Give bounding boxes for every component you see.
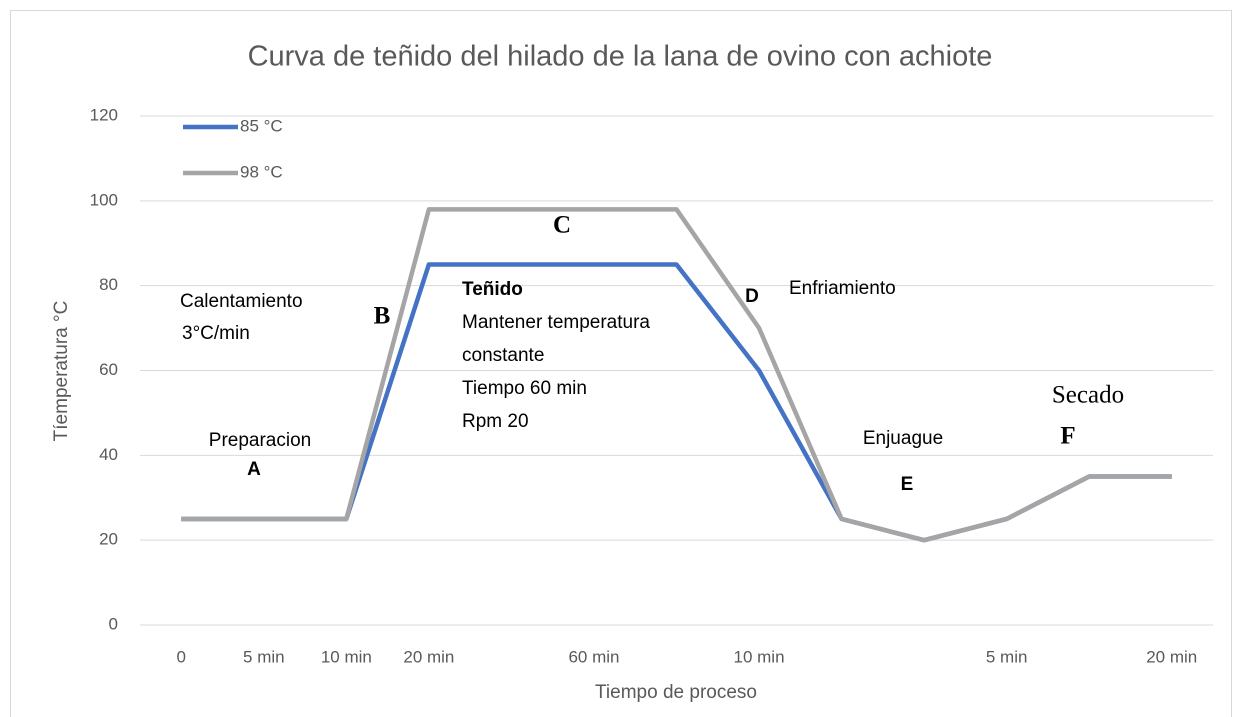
annotation: E: [901, 474, 914, 495]
annotation: A: [247, 459, 261, 480]
x-axis-title: Tiempo de proceso: [595, 682, 757, 703]
legend-label: 98 °C: [240, 162, 283, 181]
x-tick-label: 10 min: [734, 647, 785, 666]
annotation: Calentamiento: [180, 291, 303, 312]
annotation: D: [745, 286, 759, 307]
x-tick-label: 20 min: [403, 647, 454, 666]
annotation: Tiempo 60 min: [462, 378, 587, 399]
y-tick-label: 120: [90, 105, 118, 124]
annotation: 3°C/min: [182, 323, 250, 344]
y-tick-label: 20: [99, 530, 118, 549]
annotation: Enfriamiento: [789, 278, 896, 299]
chart-title: Curva de teñido del hilado de la lana de…: [248, 41, 993, 73]
y-tick-label: 60: [99, 360, 118, 379]
annotation: B: [374, 303, 391, 330]
y-axis-title: Tíemperatura °C: [51, 301, 72, 442]
x-tick-label: 20 min: [1146, 647, 1197, 666]
y-tick-label: 80: [99, 275, 118, 294]
series-line: [181, 207, 1172, 543]
annotation: Preparacion: [209, 430, 311, 451]
y-tick-label: 40: [99, 445, 118, 464]
x-tick-label: 0: [177, 647, 186, 666]
annotation: Mantener temperatura: [462, 312, 650, 333]
x-tick-label: 60 min: [568, 647, 619, 666]
y-tick-label: 100: [90, 190, 118, 209]
y-tick-label: 0: [109, 614, 118, 633]
annotation: Enjuague: [863, 428, 943, 449]
annotation: Secado: [1052, 382, 1124, 409]
x-tick-label: 10 min: [321, 647, 372, 666]
x-tick-label: 5 min: [986, 647, 1028, 666]
annotation: constante: [462, 345, 544, 366]
annotation: F: [1060, 423, 1075, 450]
x-tick-label: 5 min: [243, 647, 285, 666]
annotation: Rpm 20: [462, 411, 529, 432]
legend-label: 85 °C: [240, 116, 283, 135]
annotation: C: [553, 212, 571, 239]
annotation: Teñido: [462, 279, 523, 300]
